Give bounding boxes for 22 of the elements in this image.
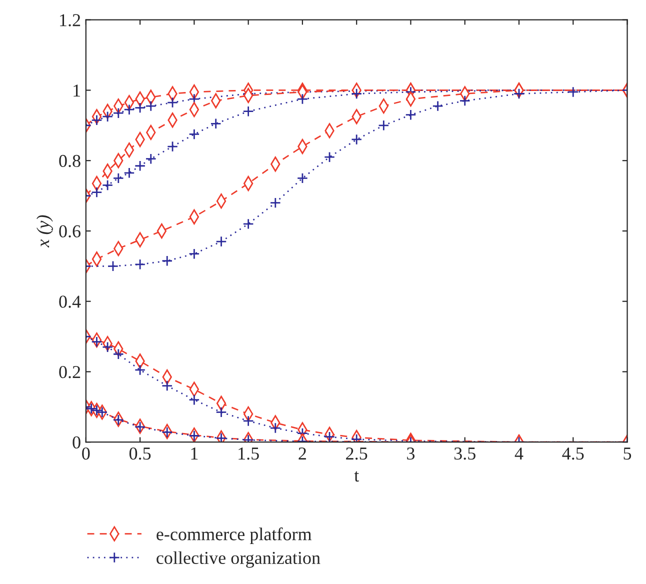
y-tick-label: 0.4 (59, 296, 81, 308)
x-tick-label: 0 (82, 447, 90, 460)
y-tick-label: 1.2 (60, 14, 80, 26)
legend-label: e-commerce platform (156, 527, 312, 544)
y-tick-label: 1 (74, 84, 80, 96)
y-tick-label: 0.8 (59, 154, 80, 168)
x-tick-label: 2 (298, 448, 306, 460)
x-tick-label: 1 (191, 448, 198, 460)
x-tick-label: 2.5 (346, 448, 368, 460)
x-tick-label: 5 (624, 448, 632, 460)
y-tick-label: 0.2 (59, 366, 80, 378)
y-tick-label: 0.6 (59, 225, 81, 238)
y-axis-title: x (y) (36, 215, 53, 248)
x-tick-label: 3.5 (454, 448, 476, 460)
x-tick-label: 1.5 (238, 448, 259, 460)
x-tick-label: 4 (514, 448, 524, 460)
x-tick-label: 0.5 (129, 447, 151, 460)
x-axis-title: t (354, 471, 359, 482)
y-tick-label: 0 (72, 436, 80, 449)
x-tick-label: 4.5 (562, 448, 584, 460)
legend-label: collective organization (156, 551, 320, 568)
x-tick-label: 3 (407, 448, 415, 460)
